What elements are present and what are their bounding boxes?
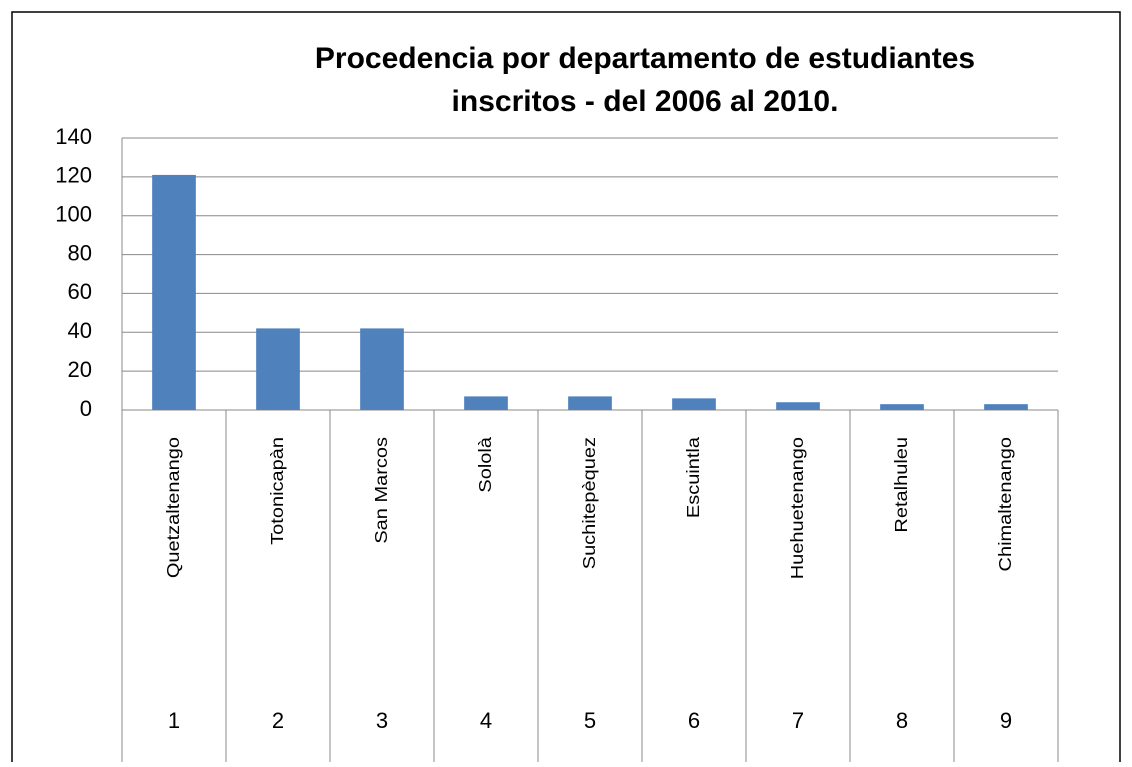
x-tick-label: Huehuetenango (788, 437, 808, 579)
x-tick-number: 6 (688, 708, 700, 733)
x-tick-label: Quetzaltenango (164, 437, 184, 578)
bar (880, 404, 924, 410)
x-tick-number: 3 (376, 708, 388, 733)
y-tick-label: 80 (68, 240, 92, 265)
x-tick-label: Sololà (476, 437, 496, 493)
x-tick-label: Chimaltenango (996, 437, 1016, 571)
bar (776, 402, 820, 410)
bar (152, 174, 196, 410)
x-tick-label: Suchitepèquez (580, 437, 600, 569)
y-tick-label: 0 (80, 396, 92, 421)
bar (568, 396, 612, 410)
x-tick-label: Escuintla (684, 437, 704, 519)
y-tick-label: 20 (68, 357, 92, 382)
y-tick-label: 40 (68, 318, 92, 343)
bar (360, 328, 404, 410)
y-tick-label: 60 (68, 279, 92, 304)
x-tick-number: 9 (1000, 708, 1012, 733)
x-tick-label: San Marcos (372, 437, 392, 544)
bar (464, 396, 508, 410)
chart-title: inscritos - del 2006 al 2010. (452, 85, 839, 118)
x-tick-label: Retalhuleu (892, 437, 912, 533)
y-tick-label: 140 (55, 124, 92, 149)
y-tick-label: 120 (55, 163, 92, 188)
bar (256, 328, 300, 410)
chart-border (11, 11, 1121, 767)
x-tick-number: 5 (584, 708, 596, 733)
x-tick-label: Totonicapàn (268, 437, 288, 545)
chart-title: Procedencia por departamento de estudian… (315, 42, 975, 75)
x-tick-number: 7 (792, 708, 804, 733)
x-tick-number: 8 (896, 708, 908, 733)
bar (984, 404, 1028, 410)
x-tick-number: 1 (168, 708, 180, 733)
y-tick-label: 100 (55, 202, 92, 227)
x-tick-number: 4 (480, 708, 492, 733)
bar (672, 398, 716, 410)
x-tick-number: 2 (272, 708, 284, 733)
